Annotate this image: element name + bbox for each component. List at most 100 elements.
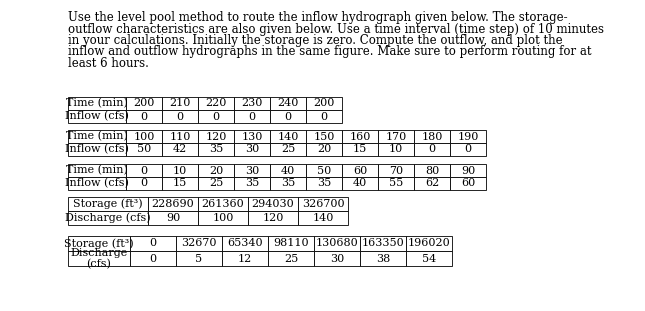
Text: 35: 35 — [281, 179, 295, 188]
Text: 25: 25 — [209, 179, 223, 188]
Text: 70: 70 — [389, 165, 403, 175]
Bar — [378, 143, 414, 156]
Text: 0: 0 — [321, 112, 328, 122]
Text: 25: 25 — [281, 145, 295, 155]
Bar — [248, 197, 298, 211]
Text: 230: 230 — [241, 99, 263, 109]
Text: 210: 210 — [169, 99, 191, 109]
Bar — [406, 251, 452, 266]
Bar — [314, 236, 360, 251]
Text: 25: 25 — [284, 253, 298, 263]
Bar — [306, 177, 342, 190]
Text: 90: 90 — [166, 213, 180, 223]
Bar — [176, 251, 222, 266]
Bar — [342, 143, 378, 156]
Text: 220: 220 — [205, 99, 226, 109]
Text: 120: 120 — [263, 213, 284, 223]
Bar — [450, 164, 486, 177]
Text: 15: 15 — [353, 145, 367, 155]
Text: 0: 0 — [464, 145, 471, 155]
Text: 0: 0 — [141, 179, 148, 188]
Text: Time (min): Time (min) — [66, 98, 128, 109]
Text: 130680: 130680 — [315, 239, 359, 248]
Bar — [450, 130, 486, 143]
Bar — [68, 197, 148, 211]
Text: 62: 62 — [425, 179, 439, 188]
Text: 60: 60 — [461, 179, 475, 188]
Text: 50: 50 — [317, 165, 331, 175]
Text: inflow and outflow hydrographs in the same figure. Make sure to perform routing : inflow and outflow hydrographs in the sa… — [68, 45, 591, 58]
Text: 240: 240 — [277, 99, 299, 109]
Text: 200: 200 — [313, 99, 335, 109]
Bar — [198, 197, 248, 211]
Text: 5: 5 — [195, 253, 203, 263]
Bar — [162, 97, 198, 110]
Bar — [68, 177, 126, 190]
Bar — [198, 164, 234, 177]
Text: 40: 40 — [281, 165, 295, 175]
Bar — [270, 130, 306, 143]
Bar — [360, 236, 406, 251]
Text: 90: 90 — [461, 165, 475, 175]
Bar — [68, 130, 126, 143]
Bar — [234, 110, 270, 123]
Bar — [270, 97, 306, 110]
Text: 20: 20 — [317, 145, 331, 155]
Bar — [198, 143, 234, 156]
Text: 55: 55 — [389, 179, 403, 188]
Text: 0: 0 — [212, 112, 219, 122]
Text: Discharge (cfs): Discharge (cfs) — [65, 213, 151, 223]
Text: 65340: 65340 — [227, 239, 263, 248]
Text: 100: 100 — [134, 132, 155, 142]
Text: 15: 15 — [173, 179, 187, 188]
Text: 294030: 294030 — [252, 199, 294, 209]
Text: 30: 30 — [245, 165, 259, 175]
Bar — [342, 177, 378, 190]
Text: 10: 10 — [389, 145, 403, 155]
Text: Time (min): Time (min) — [66, 131, 128, 142]
Text: 60: 60 — [353, 165, 367, 175]
Bar — [176, 236, 222, 251]
Bar — [248, 211, 298, 225]
Text: 163350: 163350 — [362, 239, 404, 248]
Text: 130: 130 — [241, 132, 263, 142]
Bar — [234, 143, 270, 156]
Text: 35: 35 — [317, 179, 331, 188]
Bar — [162, 143, 198, 156]
Bar — [406, 236, 452, 251]
Text: 100: 100 — [212, 213, 233, 223]
Bar — [198, 130, 234, 143]
Bar — [130, 251, 176, 266]
Text: 0: 0 — [150, 239, 157, 248]
Bar — [270, 177, 306, 190]
Bar — [198, 211, 248, 225]
Bar — [162, 164, 198, 177]
Text: outflow characteristics are also given below. Use a time interval (time step) of: outflow characteristics are also given b… — [68, 22, 604, 35]
Bar — [222, 236, 268, 251]
Bar — [306, 164, 342, 177]
Bar — [378, 130, 414, 143]
Bar — [306, 143, 342, 156]
Text: 160: 160 — [350, 132, 371, 142]
Text: 20: 20 — [209, 165, 223, 175]
Bar — [148, 197, 198, 211]
Text: 110: 110 — [169, 132, 191, 142]
Text: least 6 hours.: least 6 hours. — [68, 57, 149, 70]
Text: 42: 42 — [173, 145, 187, 155]
Bar — [68, 236, 130, 251]
Bar — [234, 164, 270, 177]
Text: 98110: 98110 — [273, 239, 309, 248]
Bar — [126, 164, 162, 177]
Text: 32670: 32670 — [181, 239, 217, 248]
Bar — [68, 211, 148, 225]
Text: Use the level pool method to route the inflow hydrograph given below. The storag: Use the level pool method to route the i… — [68, 11, 568, 24]
Bar — [126, 130, 162, 143]
Bar — [234, 97, 270, 110]
Text: Storage (ft³): Storage (ft³) — [64, 238, 134, 249]
Text: 12: 12 — [238, 253, 252, 263]
Text: 0: 0 — [150, 253, 157, 263]
Text: 54: 54 — [422, 253, 436, 263]
Bar — [298, 211, 348, 225]
Text: 0: 0 — [248, 112, 255, 122]
Bar — [126, 143, 162, 156]
